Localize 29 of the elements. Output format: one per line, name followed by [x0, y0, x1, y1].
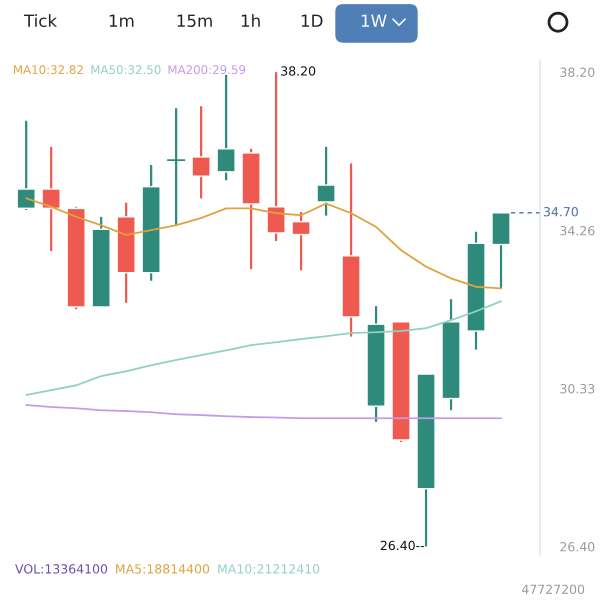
text: MA5:18814400	[116, 564, 210, 574]
text: 47727200	[522, 584, 584, 594]
text: 1m	[110, 14, 134, 27]
y-tick-label: 34.26	[560, 226, 594, 236]
text: 1D	[302, 14, 322, 27]
text: MA200:29.59	[168, 65, 246, 74]
text: Tick	[24, 14, 58, 28]
candlestick	[16, 120, 36, 212]
candlestick	[316, 146, 336, 217]
text: 15m	[178, 14, 212, 28]
line-series	[25, 300, 502, 396]
line-series	[25, 404, 502, 420]
text: MA10:21212410	[218, 564, 320, 574]
candlestick	[166, 107, 186, 226]
annotation: 38.20	[281, 66, 316, 76]
text: VOL:13364100	[15, 564, 108, 574]
y-tick-label: 38.20	[560, 68, 594, 77]
ref-line-label: 34.70	[544, 206, 578, 216]
annotation: 26.40--	[380, 540, 424, 550]
candlestick	[216, 74, 236, 182]
text: 1W	[362, 14, 387, 27]
y-tick-label: 30.33	[560, 384, 594, 394]
candlestick	[191, 105, 211, 200]
candlestick	[291, 210, 311, 272]
text: MA10:32.82	[14, 65, 83, 74]
y-tick-label: 26.40	[560, 542, 594, 552]
text: 1h	[242, 14, 260, 27]
text: MA50:32.50	[91, 65, 161, 74]
candlestick	[41, 146, 61, 252]
